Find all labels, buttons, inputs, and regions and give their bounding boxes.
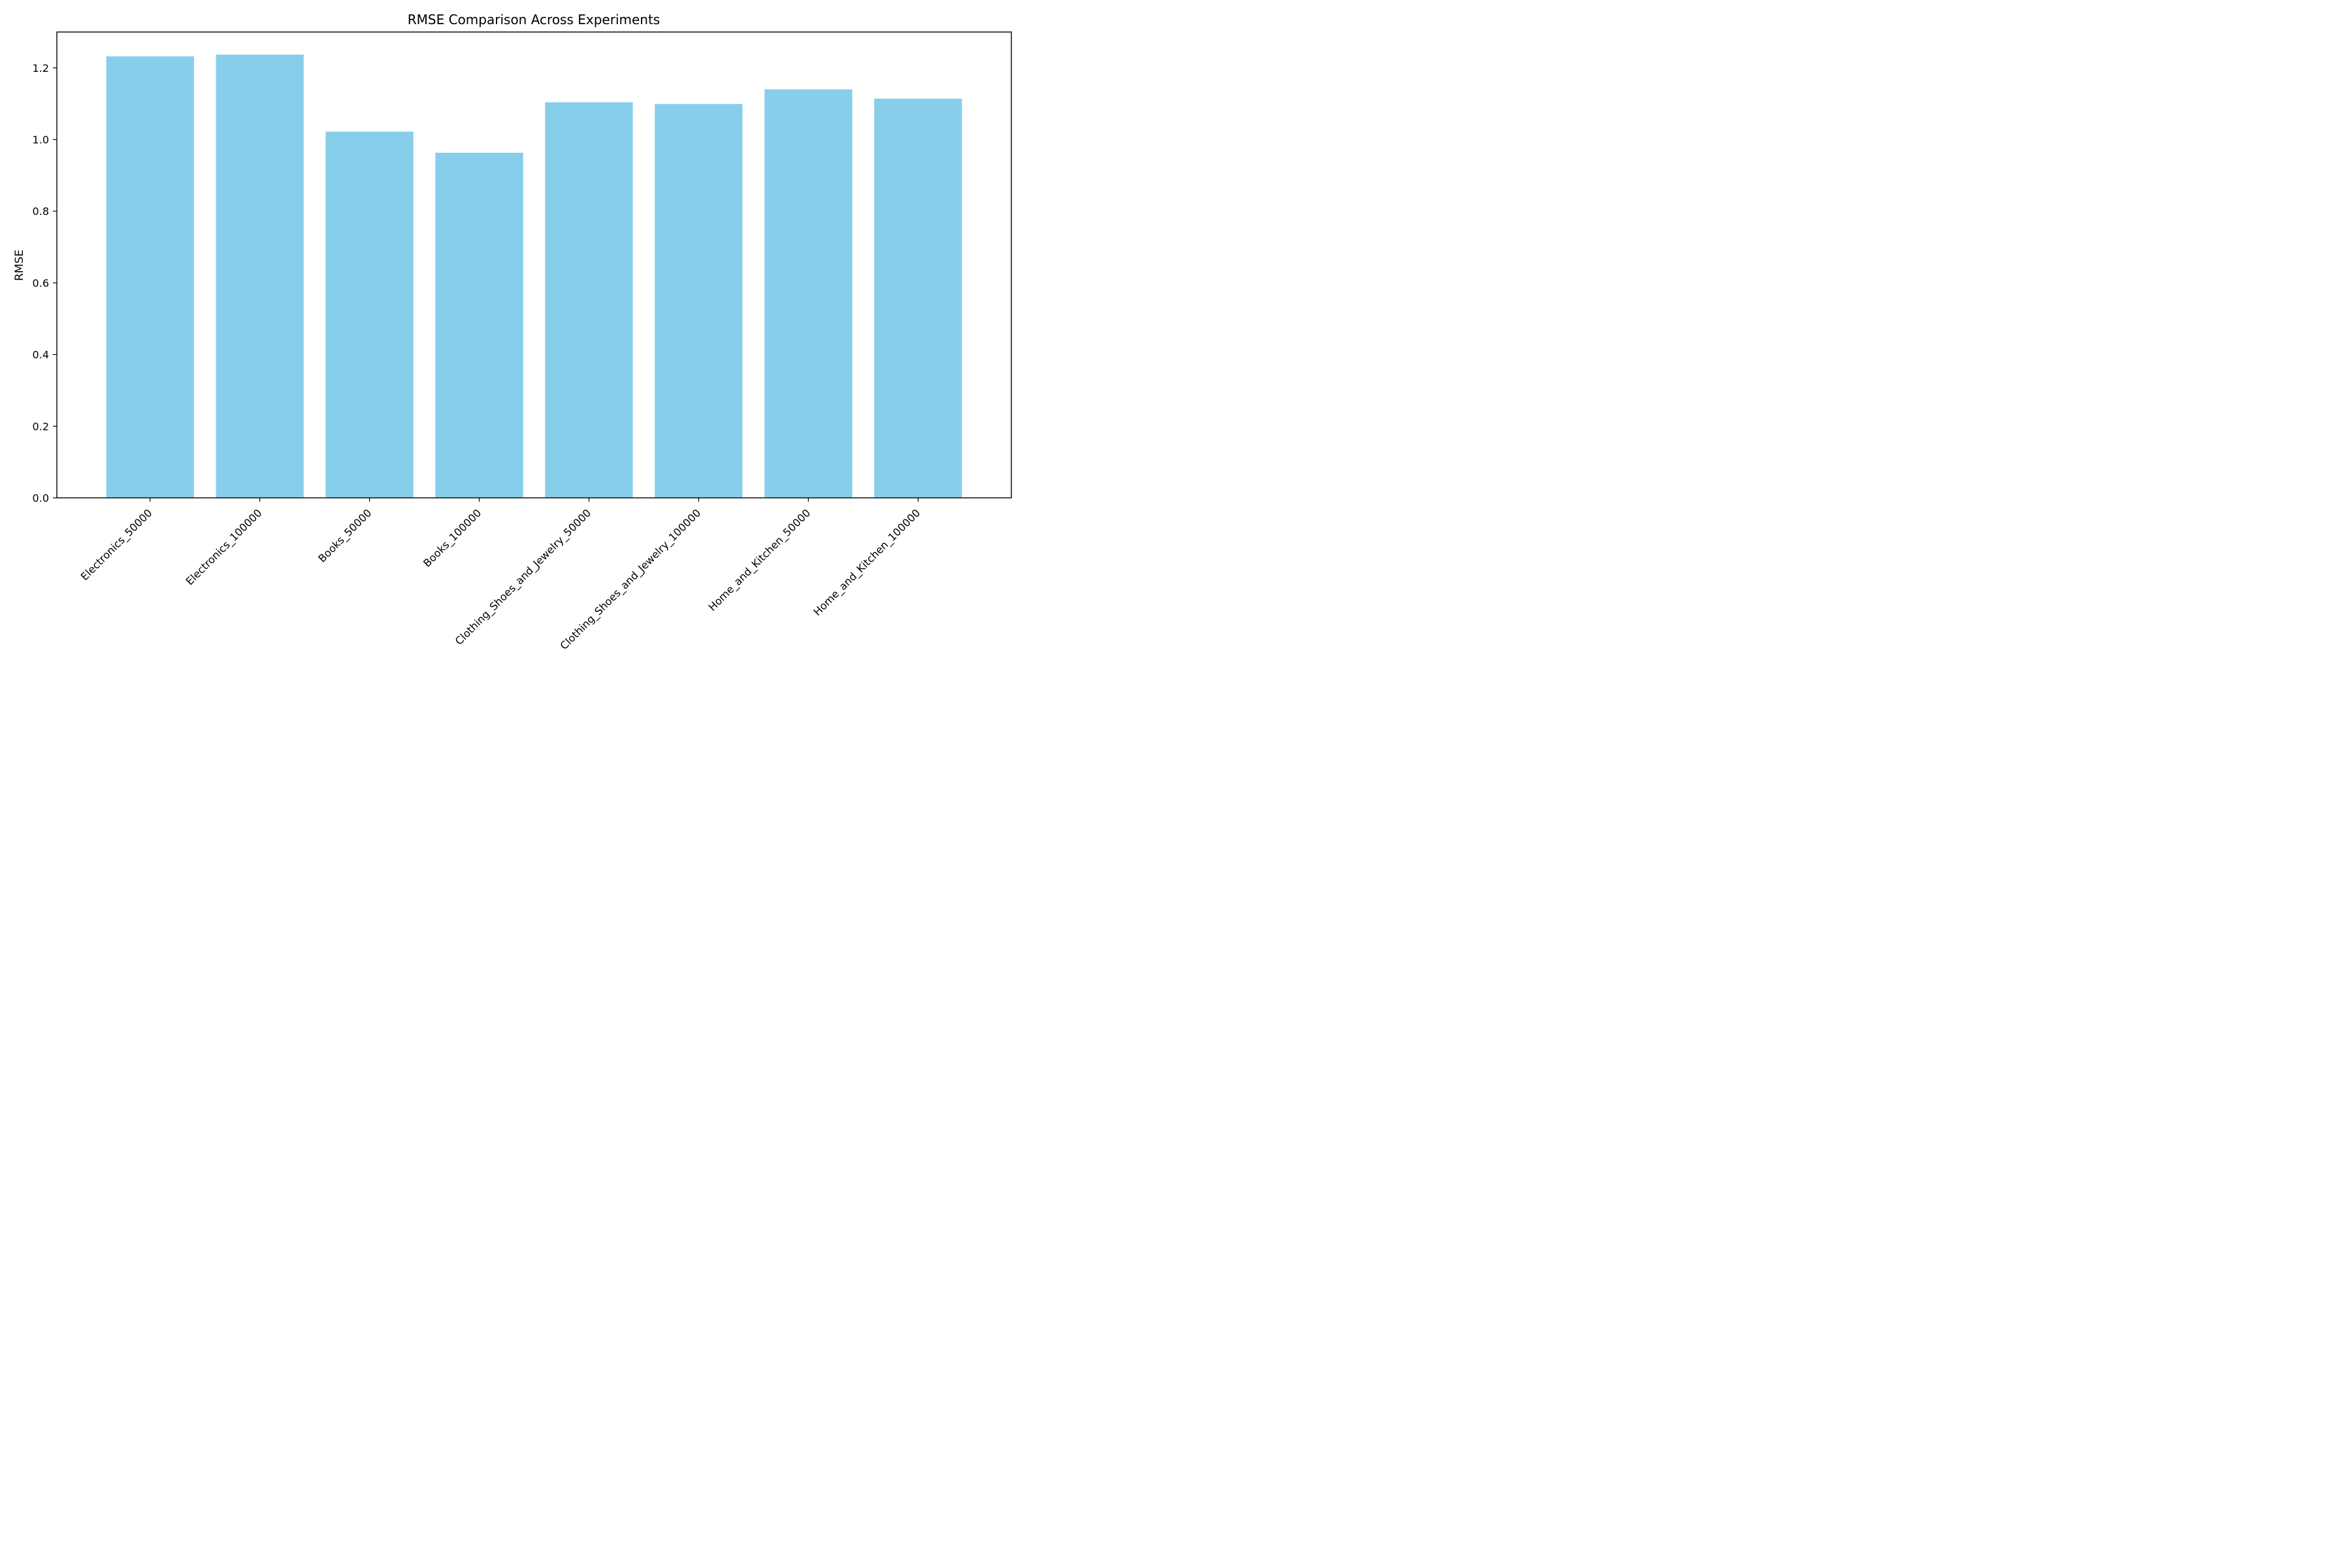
- bar-2: [325, 131, 414, 498]
- bar-7: [874, 99, 962, 498]
- bar-3: [435, 152, 523, 498]
- bar-4: [545, 102, 633, 498]
- y-axis: 0.0 0.2 0.4 0.6 0.8 1.0 1.2: [33, 62, 57, 504]
- y-tick-label: 0.6: [33, 277, 49, 289]
- y-tick-label: 0.4: [33, 349, 49, 361]
- chart-title: RMSE Comparison Across Experiments: [408, 12, 660, 27]
- y-tick-label: 0.2: [33, 420, 49, 433]
- y-tick-label: 1.0: [33, 134, 49, 146]
- plot-frame: [56, 31, 1012, 498]
- bar-chart: RMSE Comparison Across Experiments 0.00.…: [0, 0, 1024, 683]
- bar-5: [655, 104, 743, 498]
- chart-container: RMSE Comparison Across Experiments 0.0 0.…: [0, 0, 1024, 683]
- bars: [106, 54, 962, 498]
- bar-0: [106, 56, 194, 498]
- y-tick-label: 0.8: [33, 205, 49, 218]
- y-tick-label: 1.2: [33, 62, 49, 74]
- bar-1: [216, 54, 304, 498]
- y-tick-label: 0.0: [33, 492, 49, 504]
- bar-6: [764, 89, 853, 498]
- y-axis-label: RMSE: [13, 250, 26, 281]
